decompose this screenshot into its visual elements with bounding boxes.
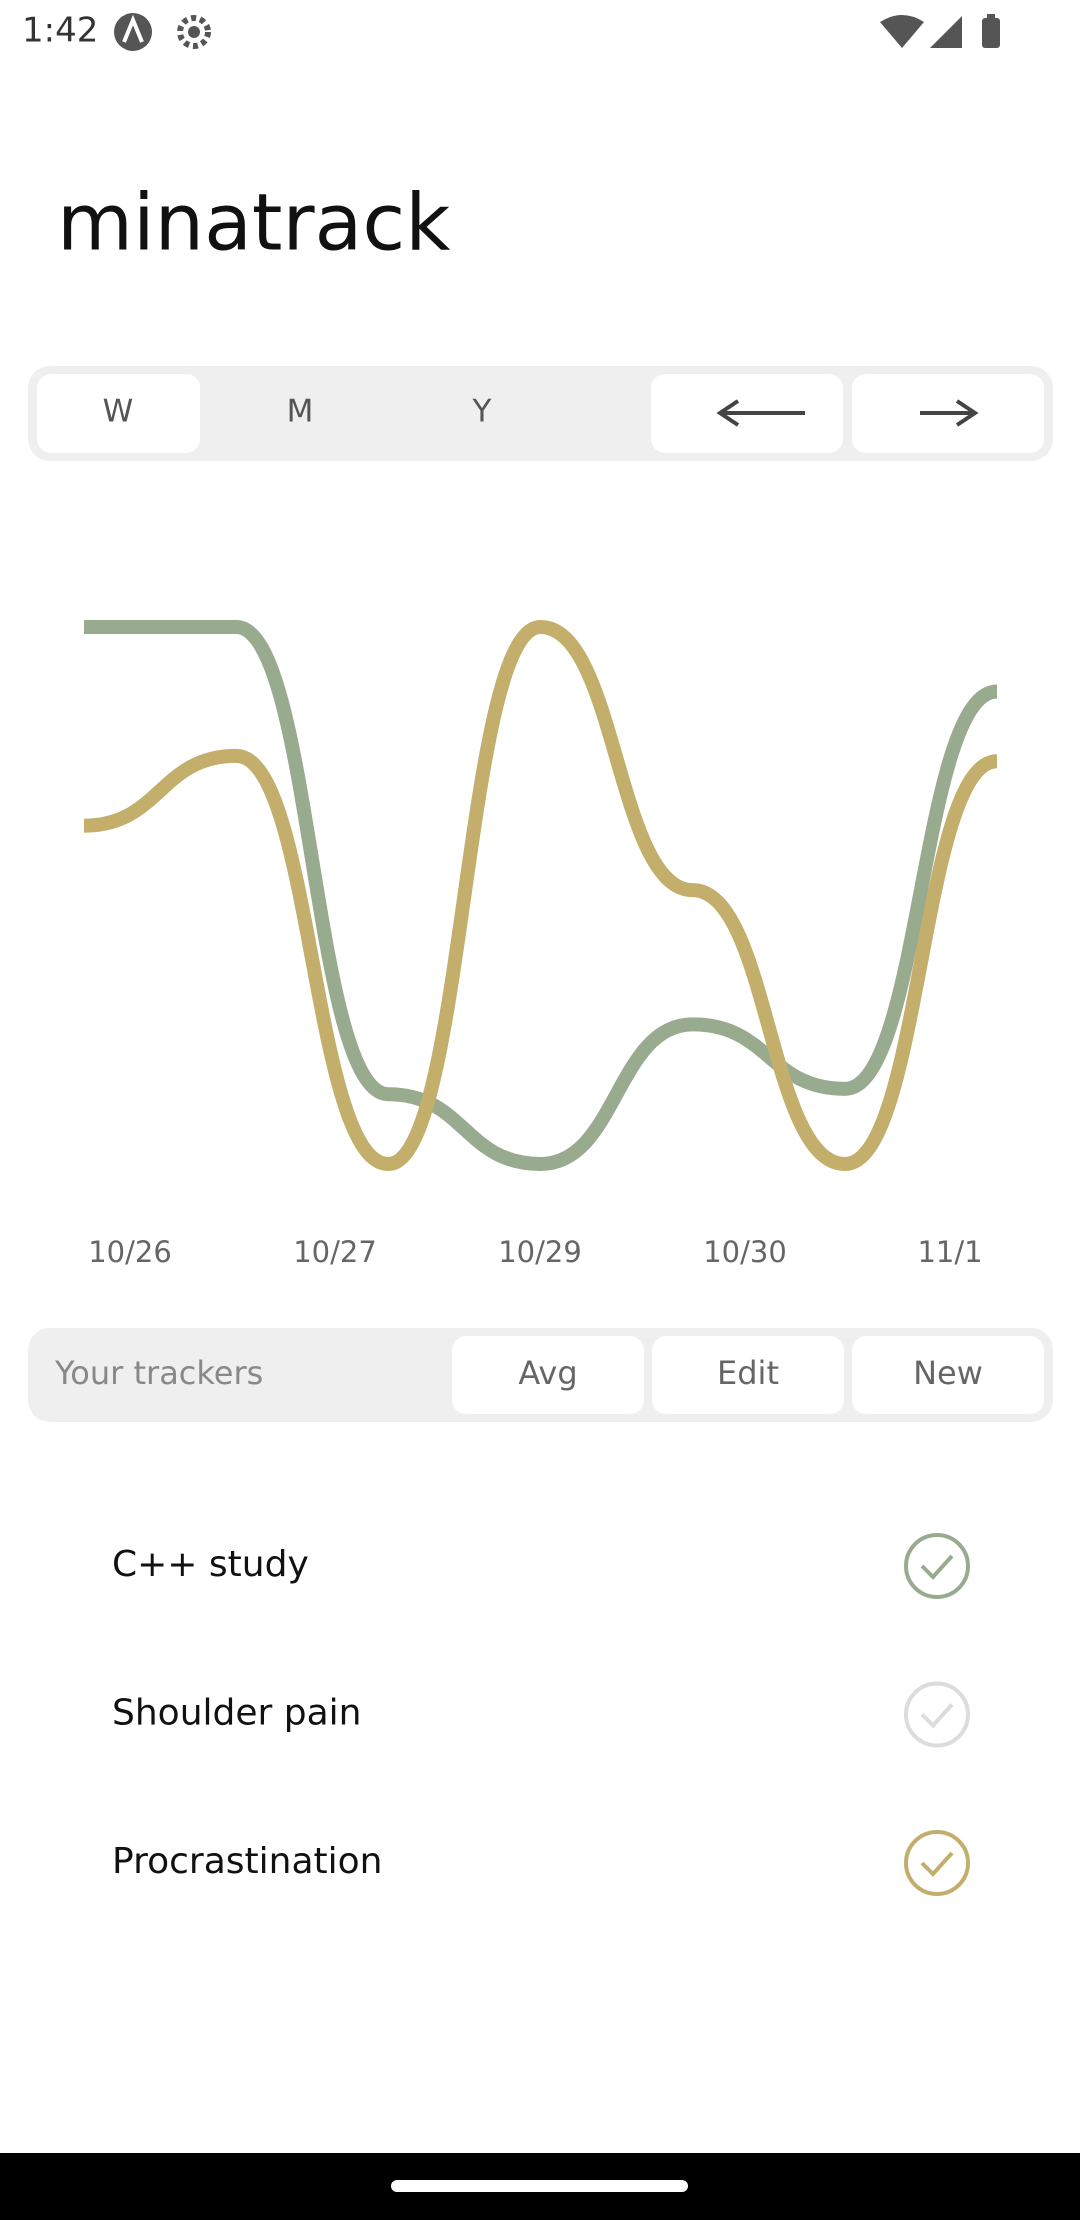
home-handle[interactable] [391,2180,688,2192]
tracker-button-label[interactable]: Edit [717,1354,779,1392]
range-option[interactable]: Y [472,394,492,430]
range-option[interactable]: W [103,394,134,430]
tracker-button[interactable] [852,1336,1044,1414]
settings-icon [177,15,211,49]
next-arrow [920,399,979,427]
tracker-button[interactable] [452,1336,644,1414]
tracker-check[interactable] [904,1830,970,1896]
wifi-icon [880,15,924,48]
prev-arrow [716,399,805,427]
x-tick-label: 10/27 [293,1235,377,1269]
settings-icon-core [188,26,200,38]
x-tick-label: 11/1 [917,1235,982,1269]
tracker-check-mark [920,1703,954,1729]
x-tick-label: 10/30 [703,1235,787,1269]
tracker-check[interactable] [904,1681,970,1748]
x-tick-label: 10/29 [498,1235,582,1269]
range-option[interactable]: M [287,394,314,430]
tracker-check[interactable] [904,1533,970,1599]
tracker-check-mark [920,1851,954,1877]
data-line [84,619,999,1172]
data-line [83,619,999,1172]
status-icon-glyph [122,14,144,43]
tracker-button[interactable] [652,1336,844,1414]
status-time: 1:42 [22,11,98,51]
tracker-name[interactable]: C++ study [112,1544,309,1585]
app-title: minatrack [57,178,450,268]
range-option-bg[interactable] [37,374,200,453]
tracker-button-label[interactable]: Avg [518,1354,577,1392]
x-tick-label: 10/26 [88,1235,172,1269]
tracker-name[interactable]: Shoulder pain [112,1693,362,1734]
battery-icon [982,18,1000,48]
battery-tip [987,14,995,19]
trackers-label: Your trackers [54,1354,263,1392]
chart: 10/26 10/27 10/29 10/30 11/1 [83,619,999,1269]
signal-icon [930,16,962,48]
tracker-button-label[interactable]: New [913,1354,983,1392]
tracker-name[interactable]: Procrastination [112,1841,382,1882]
tracker-check-mark [920,1554,954,1580]
